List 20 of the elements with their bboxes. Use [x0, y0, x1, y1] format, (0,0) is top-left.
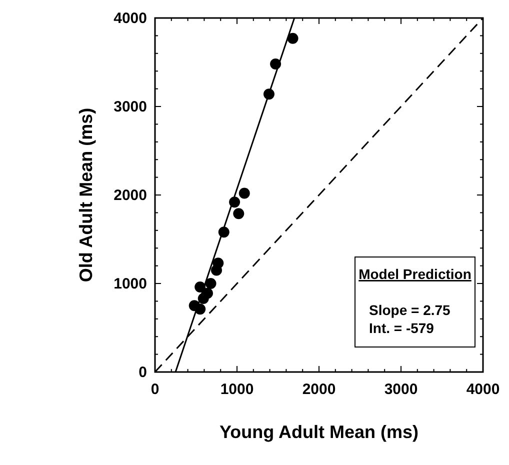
- y-tick-label: 4000: [114, 10, 147, 27]
- point: [233, 208, 244, 220]
- y-axis-title: Old Adult Mean (ms): [76, 108, 96, 282]
- x-tick-label: 2000: [302, 381, 336, 398]
- annotation: Model Prediction: [358, 266, 472, 282]
- point: [238, 188, 250, 199]
- x-tick-label: 0: [150, 381, 160, 398]
- x-tick-label: 4000: [466, 381, 500, 398]
- y-tick-label: 2000: [114, 187, 147, 204]
- x-tick-label: 1000: [220, 381, 254, 398]
- y-tick-label: 3000: [114, 98, 147, 116]
- annotation: Int. = -579: [369, 320, 434, 336]
- annotation: Slope = 2.75: [369, 302, 451, 318]
- point: [205, 278, 216, 289]
- point: [287, 32, 298, 44]
- x-axis-title: Young Adult Mean (ms): [220, 422, 418, 442]
- y-tick-label: 1000: [114, 276, 147, 292]
- x-tick-label: 3000: [384, 381, 418, 398]
- point: [211, 264, 222, 276]
- y-tick-label: 0: [138, 364, 147, 381]
